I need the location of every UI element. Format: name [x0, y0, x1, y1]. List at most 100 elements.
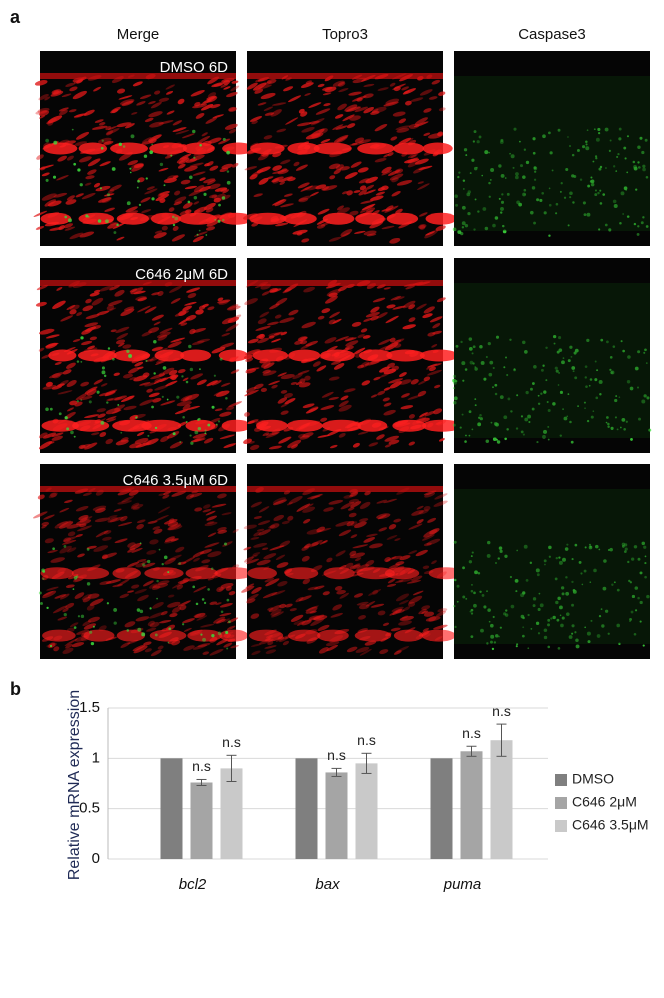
caspase-signal — [569, 345, 573, 349]
y-tick-label: 1.5 — [79, 699, 100, 716]
nucleus — [310, 118, 325, 126]
caspase-signal — [640, 221, 644, 225]
caspase-signal — [604, 223, 608, 227]
nucleus — [172, 225, 179, 231]
caspase-signal — [510, 154, 515, 159]
nucleus — [105, 408, 121, 415]
nucleus — [120, 308, 135, 317]
nucleus-cluster — [322, 212, 355, 225]
nucleus — [93, 289, 101, 293]
caspase-signal — [113, 608, 118, 612]
nucleus — [417, 183, 430, 191]
nucleus — [322, 185, 338, 191]
nucleus — [189, 328, 196, 335]
caspase-signal — [67, 218, 72, 223]
nucleus — [309, 191, 319, 197]
caspase-signal — [513, 127, 517, 131]
caspase-signal — [217, 420, 221, 423]
nucleus — [390, 295, 402, 301]
caspase-signal — [179, 441, 182, 443]
caspase-signal — [516, 394, 519, 397]
caspase-signal — [126, 629, 130, 632]
nucleus — [338, 400, 349, 407]
caspase-signal — [471, 158, 475, 162]
caspase-signal — [637, 225, 640, 228]
caspase-signal — [559, 390, 564, 395]
caspase-signal — [217, 631, 222, 636]
caspase-signal — [543, 429, 548, 434]
nucleus — [72, 90, 87, 100]
caspase-signal — [574, 348, 579, 353]
nucleus — [360, 200, 374, 204]
nucleus — [144, 188, 158, 195]
nucleus — [93, 379, 103, 385]
caspase-signal — [159, 162, 164, 167]
nucleus — [125, 123, 135, 129]
caspase-signal — [571, 366, 576, 370]
caspase-signal — [609, 368, 612, 371]
nucleus — [119, 99, 135, 105]
nucleus — [105, 416, 117, 421]
bar — [430, 758, 453, 859]
nucleus — [57, 383, 65, 387]
nucleus — [115, 339, 126, 345]
nucleus-cluster — [421, 629, 456, 642]
nucleus — [438, 91, 446, 96]
caspase-signal — [588, 384, 591, 387]
nucleus — [137, 297, 147, 302]
caspase-signal — [634, 366, 639, 371]
y-tick-label: 0 — [92, 850, 100, 867]
nucleus — [165, 90, 174, 95]
nucleus — [352, 77, 367, 84]
caspase-signal — [200, 633, 203, 636]
caspase-signal — [641, 150, 645, 155]
caspase-signal — [536, 198, 540, 202]
nucleus — [34, 80, 48, 86]
nucleus — [129, 376, 137, 381]
nucleus — [128, 367, 140, 374]
nucleus-cluster — [287, 142, 320, 155]
caspase-signal — [193, 156, 196, 159]
nucleus — [245, 386, 257, 393]
nucleus — [154, 385, 169, 391]
nucleus — [408, 317, 416, 322]
nucleus — [308, 120, 320, 125]
caspase-signal — [461, 226, 465, 229]
nucleus — [81, 192, 96, 200]
caspase-signal — [106, 401, 109, 404]
nucleus — [244, 298, 259, 306]
caspase-signal — [126, 201, 131, 206]
caspase-signal — [613, 165, 616, 168]
caspase-signal — [466, 192, 471, 197]
caspase-signal — [524, 193, 526, 196]
nucleus — [186, 405, 201, 411]
caspase-signal — [153, 372, 156, 375]
nucleus — [36, 284, 49, 291]
nucleus — [363, 106, 375, 114]
caspase-signal — [619, 426, 622, 429]
nucleus — [300, 111, 308, 117]
nucleus — [98, 122, 106, 126]
nucleus — [49, 227, 63, 231]
nucleus — [123, 306, 135, 311]
nucleus — [58, 109, 68, 116]
nucleus — [255, 325, 271, 331]
caspase-signal — [117, 404, 120, 406]
nucleus — [280, 159, 291, 165]
nucleus — [416, 303, 427, 310]
nucleus — [272, 102, 287, 106]
caspase-signal — [524, 417, 529, 422]
nucleus — [288, 309, 299, 316]
nucleus — [365, 184, 375, 191]
caspase-signal — [494, 216, 499, 220]
caspase-signal — [637, 145, 641, 149]
caspase-signal — [211, 405, 215, 409]
caspase-signal — [97, 219, 102, 223]
nucleus — [178, 310, 187, 317]
nucleus — [384, 342, 399, 351]
nucleus — [191, 436, 206, 443]
caspase-signal — [122, 145, 126, 148]
legend-label: DMSO — [572, 771, 614, 787]
nucleus-cluster — [288, 349, 321, 362]
nucleus — [203, 178, 216, 184]
